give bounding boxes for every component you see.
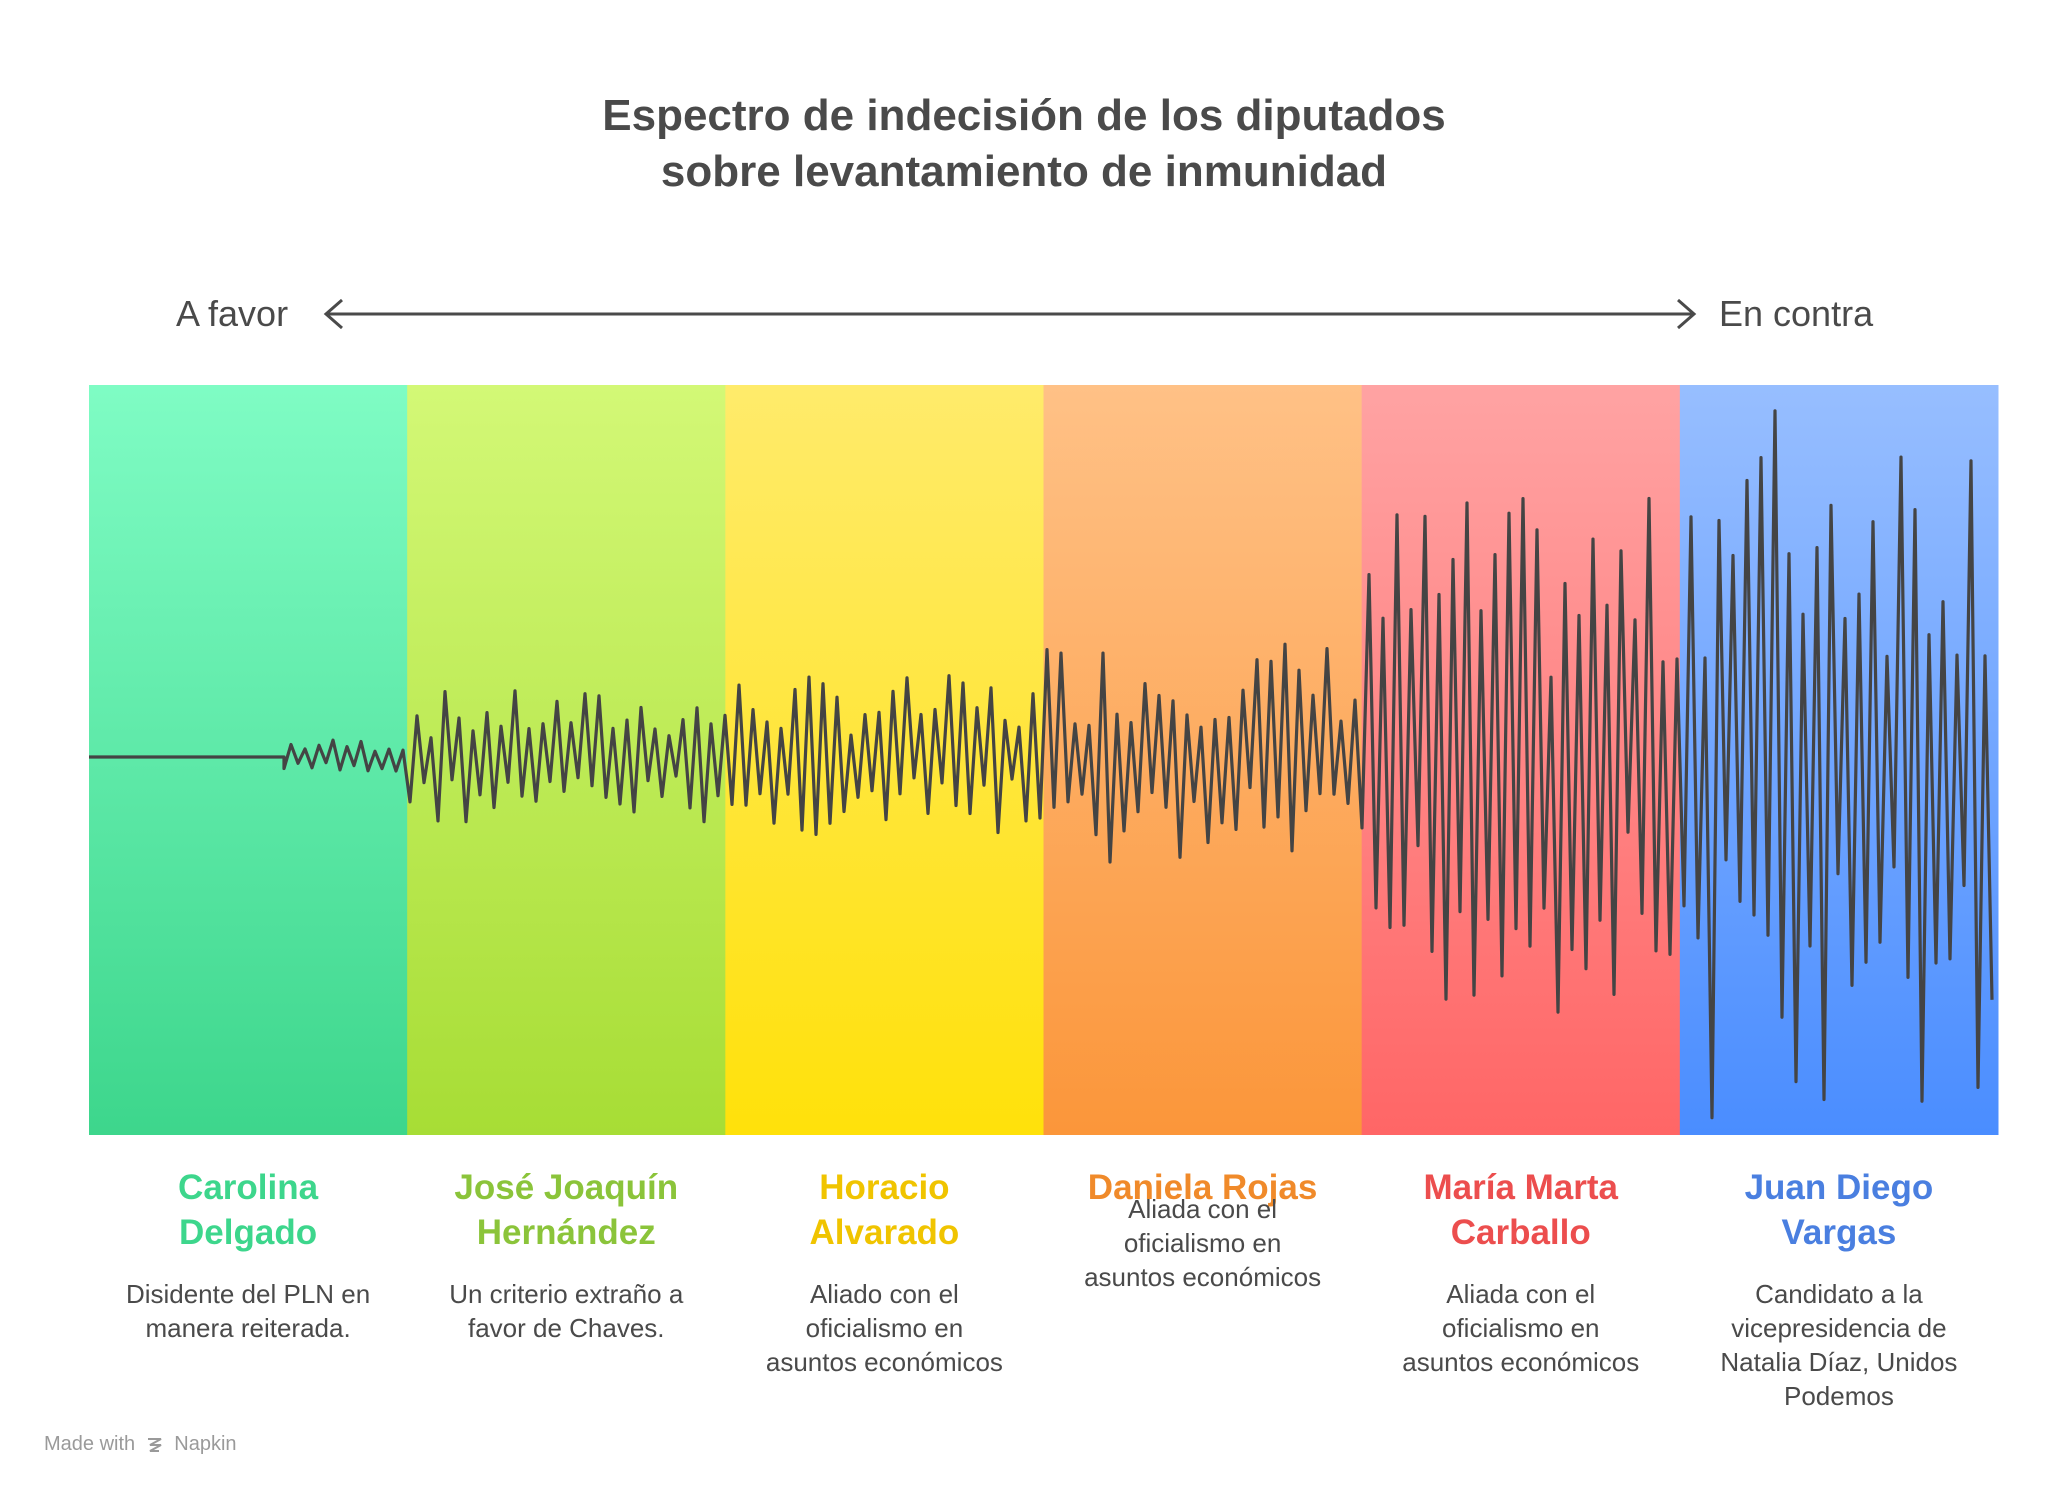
deputy-column-3: Horacio Alvarado Aliado con el oficialismo … — [727, 1165, 1041, 1379]
deputy-description-line: Un criterio extraño a — [449, 1279, 684, 1309]
deputy-description-line: asuntos económicos — [1084, 1262, 1322, 1292]
deputy-name-line: Vargas — [1781, 1213, 1897, 1252]
deputy-name: Daniela Rojas — [1046, 1165, 1360, 1210]
deputy-name-line: José Joaquín — [454, 1168, 679, 1207]
deputy-description-line: oficialismo en — [805, 1313, 964, 1343]
deputy-name: Carolina Delgado — [91, 1165, 405, 1255]
deputy-name: José Joaquín Hernández — [409, 1165, 723, 1255]
deputy-description-line: asuntos económicos — [1402, 1347, 1640, 1377]
deputy-column-1: Carolina Delgado Disidente del PLN en maner… — [91, 1165, 405, 1345]
deputy-column-4: Daniela Rojas Aliada con el oficialismo en… — [1046, 1165, 1360, 1294]
deputy-description: Disidente del PLN en manera reiterada. — [91, 1277, 405, 1345]
deputy-name-line: María Marta — [1423, 1168, 1619, 1207]
deputy-description-line: Aliada con el — [1128, 1194, 1278, 1224]
deputy-name: María Marta Carballo — [1364, 1165, 1678, 1255]
deputy-description-line: favor de Chaves. — [467, 1313, 665, 1343]
deputy-description-line: asuntos económicos — [765, 1347, 1003, 1377]
deputy-name: Juan Diego Vargas — [1682, 1165, 1996, 1255]
deputy-description-line: Aliada con el — [1446, 1279, 1596, 1309]
deputy-description: Aliado con el oficialismo en asuntos econó… — [727, 1277, 1041, 1379]
deputy-description: Un criterio extraño a favor de Chaves. — [409, 1277, 723, 1345]
deputy-name-line: Alvarado — [809, 1213, 960, 1252]
title-line-1: Espectro de indecisión de los diputados — [602, 91, 1446, 140]
napkin-brand-text: Napkin — [174, 1433, 237, 1455]
axis-left-label: A favor — [176, 293, 289, 334]
deputy-name-line: Hernández — [476, 1213, 656, 1252]
deputy-column-6: Juan Diego Vargas Candidato a la vicepresid… — [1682, 1165, 1996, 1413]
napkin-watermark: Made with Napkin — [44, 1433, 237, 1456]
deputy-description: Candidato a la vicepresidencia de Natalia … — [1682, 1277, 1996, 1413]
deputy-description-line: oficialismo en — [1441, 1313, 1600, 1343]
deputy-name-line: Delgado — [179, 1213, 318, 1252]
deputy-description: Aliada con el oficialismo en asuntos econó… — [1364, 1277, 1678, 1379]
deputy-description-line: Natalia Díaz, Unidos — [1720, 1347, 1958, 1377]
spectrum-band-5 — [1361, 385, 1681, 1135]
deputy-description-line: oficialismo en — [1123, 1228, 1282, 1258]
made-with-text: Made with — [44, 1433, 136, 1455]
diagram-title: Espectro de indecisión de los diputados … — [0, 88, 2048, 200]
deputy-column-5: María Marta Carballo Aliada con el oficiali… — [1364, 1165, 1678, 1379]
indecision-wave — [89, 409, 1994, 1120]
deputy-name-line: Daniela Rojas — [1087, 1168, 1318, 1207]
deputy-name-line: Carballo — [1450, 1213, 1591, 1252]
deputy-name-line: Horacio — [819, 1168, 950, 1207]
deputy-description-line: Aliado con el — [809, 1279, 959, 1309]
deputy-description-line: Candidato a la — [1755, 1279, 1923, 1309]
title-line-2: sobre levantamiento de inmunidad — [660, 147, 1388, 196]
deputy-description-line: Disidente del PLN en — [125, 1279, 371, 1309]
indecision-spectrum — [89, 385, 1999, 1135]
spectrum-band-1 — [89, 385, 408, 1135]
deputy-description: Aliada con el oficialismo en asuntos econó… — [1046, 1192, 1360, 1294]
deputy-description-line: vicepresidencia de — [1731, 1313, 1947, 1343]
deputy-name-line: Carolina — [178, 1168, 319, 1207]
spectrum-band-3 — [725, 385, 1044, 1135]
deputy-description-line: Podemos — [1783, 1381, 1894, 1411]
deputy-name: Horacio Alvarado — [727, 1165, 1041, 1255]
deputy-description-line: manera reiterada. — [145, 1313, 351, 1343]
deputy-column-2: José Joaquín Hernández Un criterio extraño… — [409, 1165, 723, 1345]
napkin-logo-icon — [147, 1437, 162, 1452]
axis-right-label: En contra — [1719, 293, 1874, 334]
double-arrow-icon — [323, 298, 1697, 330]
deputy-name-line: Juan Diego — [1744, 1168, 1934, 1207]
